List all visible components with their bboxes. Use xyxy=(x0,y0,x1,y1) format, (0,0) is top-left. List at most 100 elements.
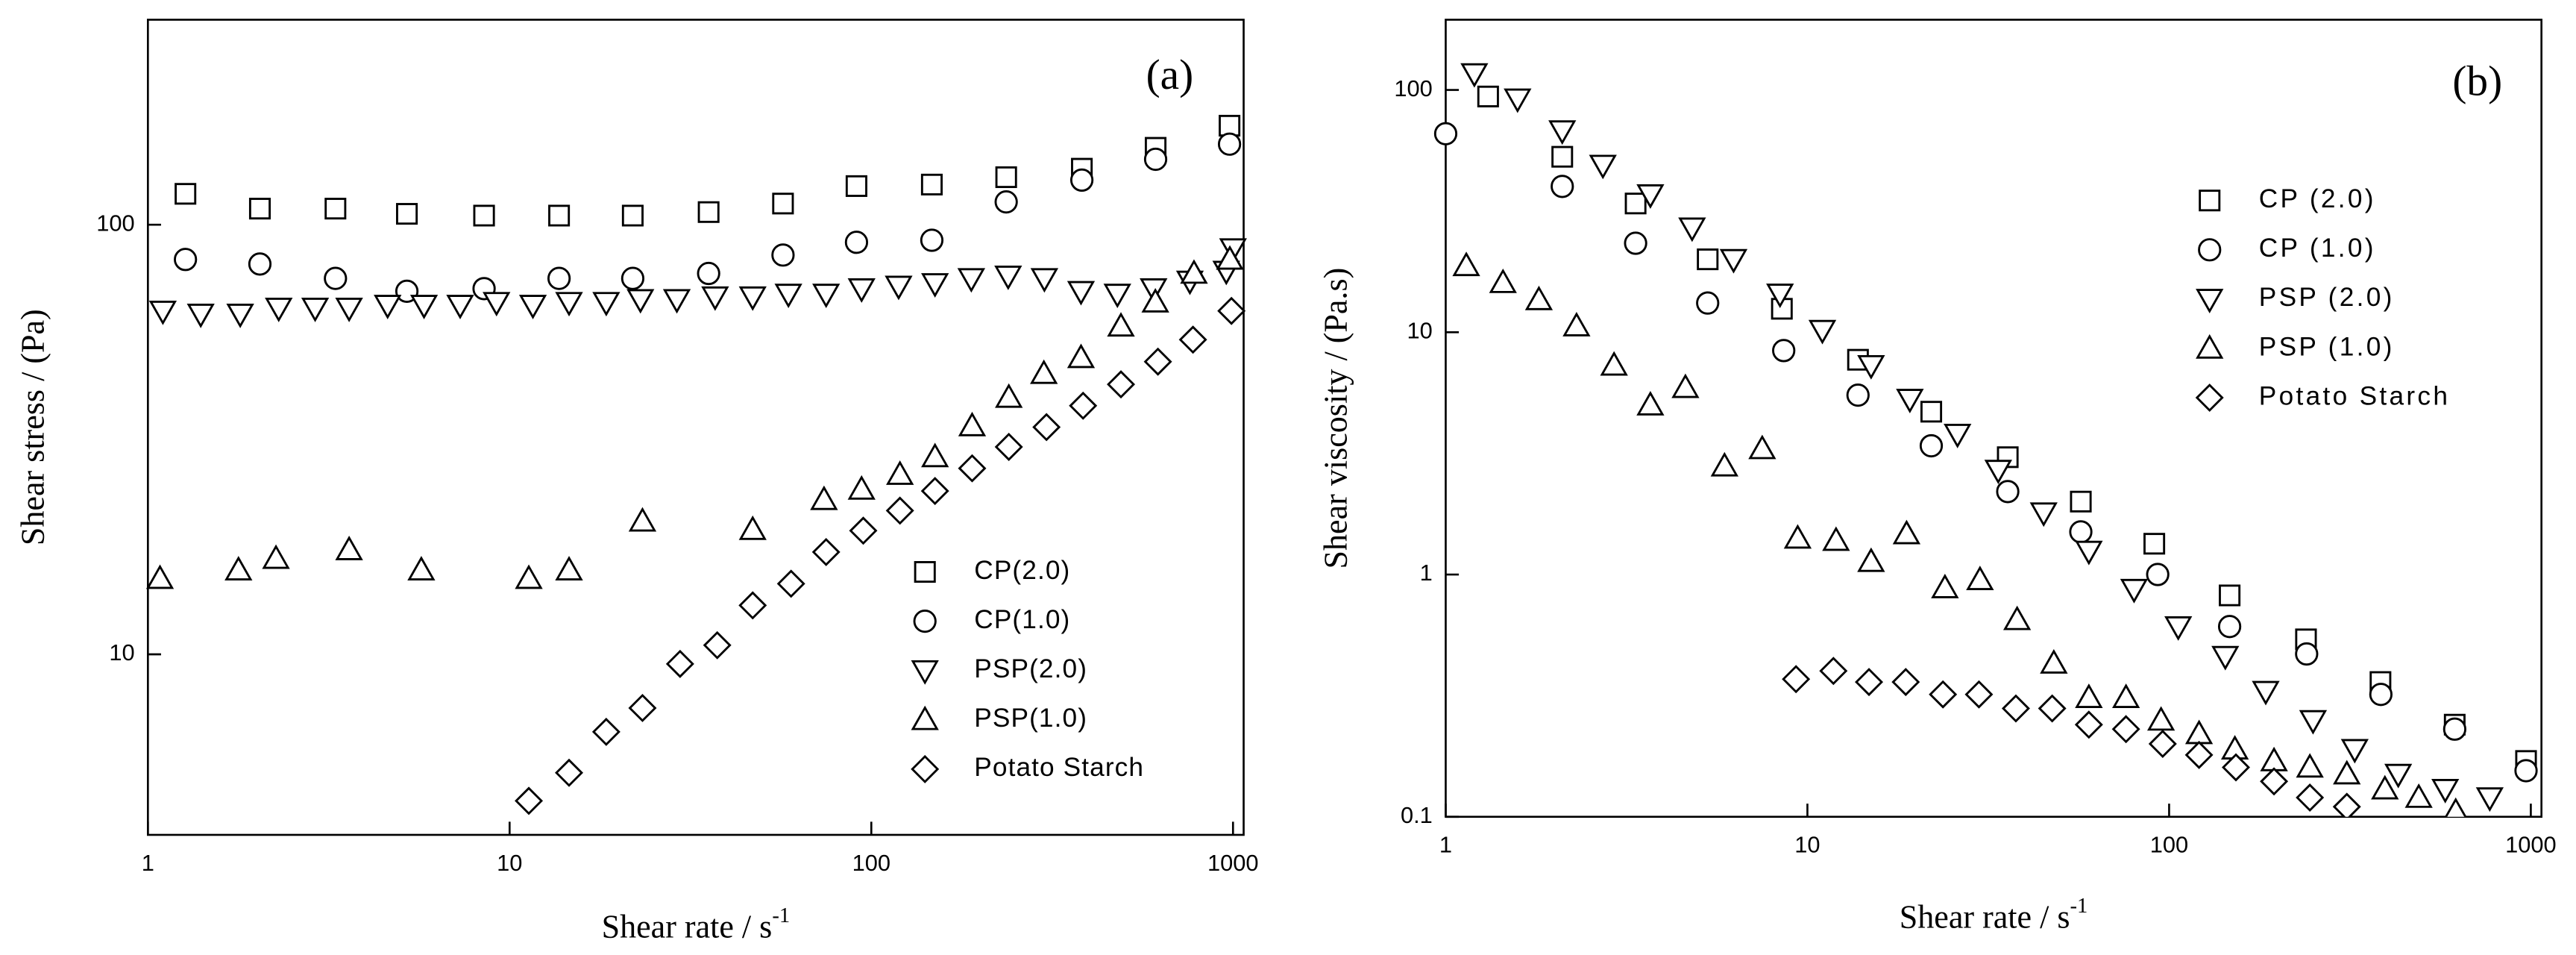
marker xyxy=(409,295,439,319)
marker xyxy=(994,190,1018,214)
marker xyxy=(324,266,348,290)
marker xyxy=(2002,605,2032,630)
marker xyxy=(515,786,544,815)
marker xyxy=(555,556,583,580)
x-tick-label: 100 xyxy=(852,850,890,876)
marker xyxy=(2040,648,2068,674)
marker xyxy=(995,383,1023,408)
marker xyxy=(1919,433,1944,458)
marker xyxy=(1782,665,1811,694)
x-tick-label: 10 xyxy=(1794,832,1820,858)
marker xyxy=(1984,460,2012,485)
legend-label: Potato Starch xyxy=(2259,381,2450,410)
marker xyxy=(592,292,621,317)
marker xyxy=(621,266,645,290)
marker xyxy=(1489,268,1517,293)
marker xyxy=(995,166,1017,189)
legend-marker xyxy=(2196,334,2224,359)
marker xyxy=(248,198,271,220)
legend-marker xyxy=(2199,190,2221,212)
marker xyxy=(626,289,655,314)
marker xyxy=(2371,774,2399,800)
marker xyxy=(1477,85,1499,107)
marker xyxy=(2404,783,2433,808)
marker xyxy=(1944,424,1972,448)
marker xyxy=(1030,359,1058,384)
marker xyxy=(703,630,732,660)
marker xyxy=(2038,694,2067,723)
marker xyxy=(697,261,720,286)
marker xyxy=(1551,175,1574,198)
marker xyxy=(886,460,914,485)
marker xyxy=(1920,401,1943,423)
data-layer xyxy=(145,114,1247,815)
y-axis-label: Shear viscosity / (Pa.s) xyxy=(1317,268,1354,569)
marker xyxy=(1143,147,1168,172)
marker xyxy=(2184,740,2214,769)
marker xyxy=(2333,760,2361,785)
panel-title: (b) xyxy=(2452,58,2502,105)
plot-frame xyxy=(1445,19,2542,818)
marker xyxy=(2260,767,2289,796)
marker xyxy=(738,286,767,311)
legend-label: Potato Starch xyxy=(974,753,1144,782)
legend-marker xyxy=(913,610,937,633)
marker xyxy=(994,266,1022,290)
marker xyxy=(621,204,644,227)
marker xyxy=(921,273,949,298)
marker xyxy=(2444,797,2467,817)
marker xyxy=(335,535,363,560)
marker xyxy=(2295,642,2319,666)
marker xyxy=(771,243,795,267)
marker xyxy=(957,268,986,293)
marker xyxy=(847,278,876,303)
marker xyxy=(2369,683,2393,707)
marker xyxy=(2475,787,2504,812)
marker xyxy=(145,564,175,589)
marker xyxy=(1562,312,1591,336)
marker xyxy=(226,303,254,328)
legend-marker xyxy=(911,705,939,730)
marker xyxy=(1710,451,1738,477)
marker xyxy=(1696,291,1720,315)
legend-label: CP(1.0) xyxy=(974,605,1070,634)
marker xyxy=(844,231,869,254)
marker xyxy=(548,204,571,227)
marker xyxy=(396,203,418,225)
marker xyxy=(994,432,1023,461)
marker xyxy=(2252,680,2280,706)
marker xyxy=(920,173,943,195)
marker xyxy=(776,569,805,598)
marker xyxy=(1217,296,1246,325)
marker xyxy=(1032,413,1061,442)
marker xyxy=(2184,719,2214,745)
x-tick-label: 1 xyxy=(142,850,154,876)
marker xyxy=(1433,122,1458,145)
marker xyxy=(628,693,657,722)
y-tick-label: 0.1 xyxy=(1401,802,1433,828)
marker xyxy=(958,454,987,483)
plot-frame xyxy=(146,19,1245,836)
marker xyxy=(2299,710,2328,735)
marker xyxy=(921,442,949,468)
marker xyxy=(2120,578,2149,604)
marker xyxy=(324,198,347,220)
legend-label: PSP (1.0) xyxy=(2259,332,2395,361)
marker xyxy=(2332,792,2361,817)
marker xyxy=(697,201,720,223)
marker xyxy=(2111,683,2140,708)
marker xyxy=(1069,168,1094,192)
marker xyxy=(2384,763,2413,789)
marker xyxy=(1671,373,1700,398)
marker xyxy=(1551,145,1574,168)
marker xyxy=(446,295,474,319)
x-axis-label: Shear rate / s-1 xyxy=(1900,893,2088,935)
marker xyxy=(2074,710,2103,739)
marker xyxy=(2443,717,2466,741)
marker xyxy=(547,266,571,290)
marker xyxy=(1846,383,1870,407)
legend-label: CP(2.0) xyxy=(974,556,1070,585)
marker xyxy=(1219,238,1247,263)
marker xyxy=(811,537,841,566)
marker xyxy=(1766,284,1794,308)
